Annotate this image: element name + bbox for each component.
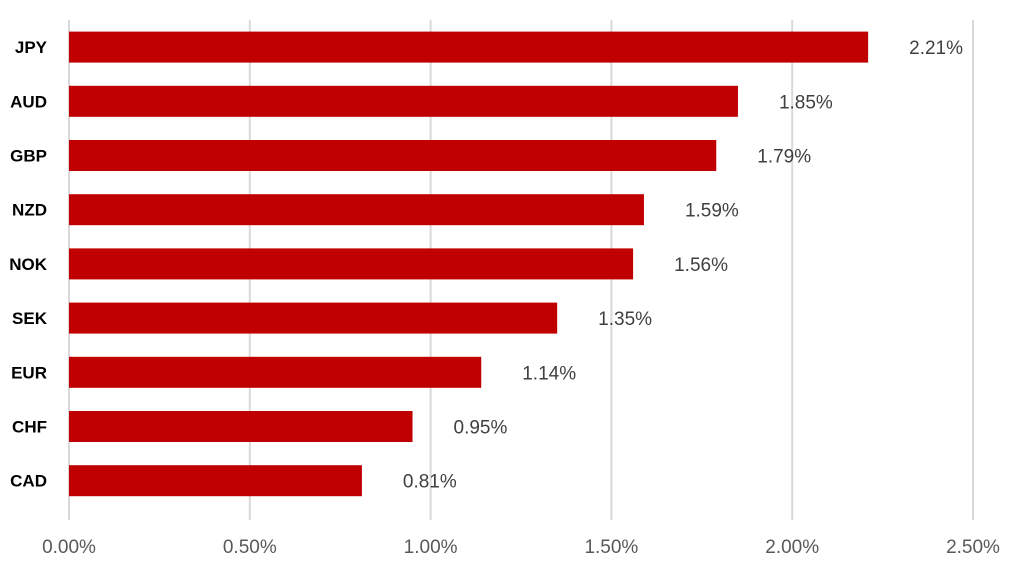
bar-jpy [69,31,869,63]
category-label: NZD [12,201,47,220]
data-labels: 2.21% 1.85% 1.79% 1.59% 1.56% 1.35% 1.14% 0.95%… [403,38,963,493]
bar-gbp [69,140,717,171]
data-label: 1.59% [685,201,739,222]
category-label: GBP [10,147,47,166]
x-tick-label: 1.00% [404,537,458,558]
data-label: 1.85% [779,92,833,113]
x-tick-label: 0.00% [42,537,96,558]
bar-nzd [69,194,644,226]
data-label: 1.79% [757,147,811,168]
data-label: 0.81% [403,472,457,493]
category-label: CHF [12,418,47,437]
x-tick-label: 0.50% [223,537,277,558]
x-tick-label: 2.00% [765,537,819,558]
bar-nok [69,248,634,280]
category-label: SEK [12,309,48,328]
category-label: CAD [10,472,47,491]
bar-aud [69,85,738,117]
bar-cad [69,465,362,497]
x-axis-tick-labels: 0.00% 0.50% 1.00% 1.50% 2.00% 2.50% [42,537,1000,558]
bar-chf [69,411,413,442]
data-label: 2.21% [909,38,963,59]
x-tick-label: 2.50% [946,537,1000,558]
bars [69,31,869,497]
category-label: AUD [10,92,47,111]
data-label: 1.35% [598,309,652,330]
category-labels: JPY AUD GBP NZD NOK SEK EUR CHF CAD [9,38,48,491]
category-label: NOK [9,255,48,274]
bar-eur [69,356,482,388]
category-label: EUR [11,363,47,382]
x-tick-label: 1.50% [584,537,638,558]
data-label: 1.14% [522,363,576,384]
bar-sek [69,302,558,334]
data-label: 0.95% [454,418,508,439]
category-label: JPY [15,38,48,57]
data-label: 1.56% [674,255,728,276]
